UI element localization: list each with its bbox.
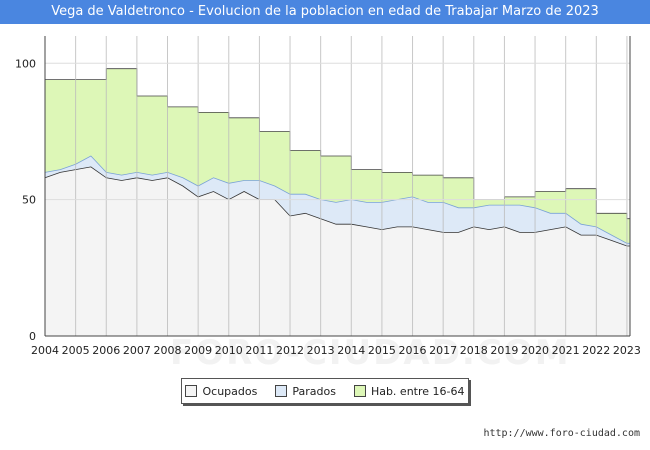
watermark: FORO-CIUDAD.COM bbox=[170, 333, 571, 373]
chart-title: Vega de Valdetronco - Evolucion de la po… bbox=[0, 0, 650, 24]
legend-label-ocupados: Ocupados bbox=[202, 384, 258, 398]
x-tick-label: 2012 bbox=[276, 344, 304, 354]
legend-swatch-parados bbox=[275, 385, 288, 397]
x-tick-label: 2018 bbox=[460, 344, 488, 354]
x-tick-label: 2016 bbox=[399, 344, 427, 354]
area-ocupados bbox=[45, 166, 630, 336]
x-tick-label: 2023 bbox=[613, 344, 641, 354]
y-tick-label: 0 bbox=[29, 330, 36, 343]
x-tick-label: 2021 bbox=[552, 344, 580, 354]
x-tick-label: 2020 bbox=[521, 344, 549, 354]
y-tick-label: 100 bbox=[15, 57, 36, 70]
x-tick-label: 2013 bbox=[307, 344, 335, 354]
x-tick-label: 2005 bbox=[62, 344, 90, 354]
legend-label-parados: Parados bbox=[292, 384, 336, 398]
x-tick-label: 2010 bbox=[215, 344, 243, 354]
source-url: http://www.foro-ciudad.com bbox=[483, 428, 640, 439]
x-tick-label: 2022 bbox=[582, 344, 610, 354]
legend-item-ocupados: Ocupados bbox=[185, 385, 257, 398]
x-tick-label: 2006 bbox=[92, 344, 120, 354]
series-line-ocupados bbox=[44, 166, 630, 247]
x-tick-label: 2007 bbox=[123, 344, 151, 354]
chart-plot: 2004 2005 2006 2007 2008 2009 2010 2011 2012 2013… bbox=[15, 36, 641, 354]
x-tick-label: 2017 bbox=[429, 344, 457, 354]
legend-swatch-ocupados bbox=[185, 385, 198, 397]
x-tick-label: 2011 bbox=[245, 344, 273, 354]
legend-swatch-hab bbox=[353, 385, 366, 397]
x-tick-label: 2014 bbox=[337, 344, 365, 354]
legend-label-hab: Hab. entre 16-64 bbox=[370, 384, 465, 398]
x-tick-label: 2009 bbox=[184, 344, 212, 354]
x-tick-label: 2008 bbox=[154, 344, 182, 354]
series-line-parados bbox=[44, 155, 630, 244]
y-tick-label: 50 bbox=[22, 194, 36, 207]
x-tick-label: 2019 bbox=[490, 344, 518, 354]
x-tick-label: 2015 bbox=[368, 344, 396, 354]
legend: Ocupados Parados Hab. entre 16-64 bbox=[181, 378, 469, 404]
legend-item-hab: Hab. entre 16-64 bbox=[353, 384, 465, 398]
legend-item-parados: Parados bbox=[275, 385, 336, 398]
x-tick-label: 2004 bbox=[31, 344, 59, 354]
